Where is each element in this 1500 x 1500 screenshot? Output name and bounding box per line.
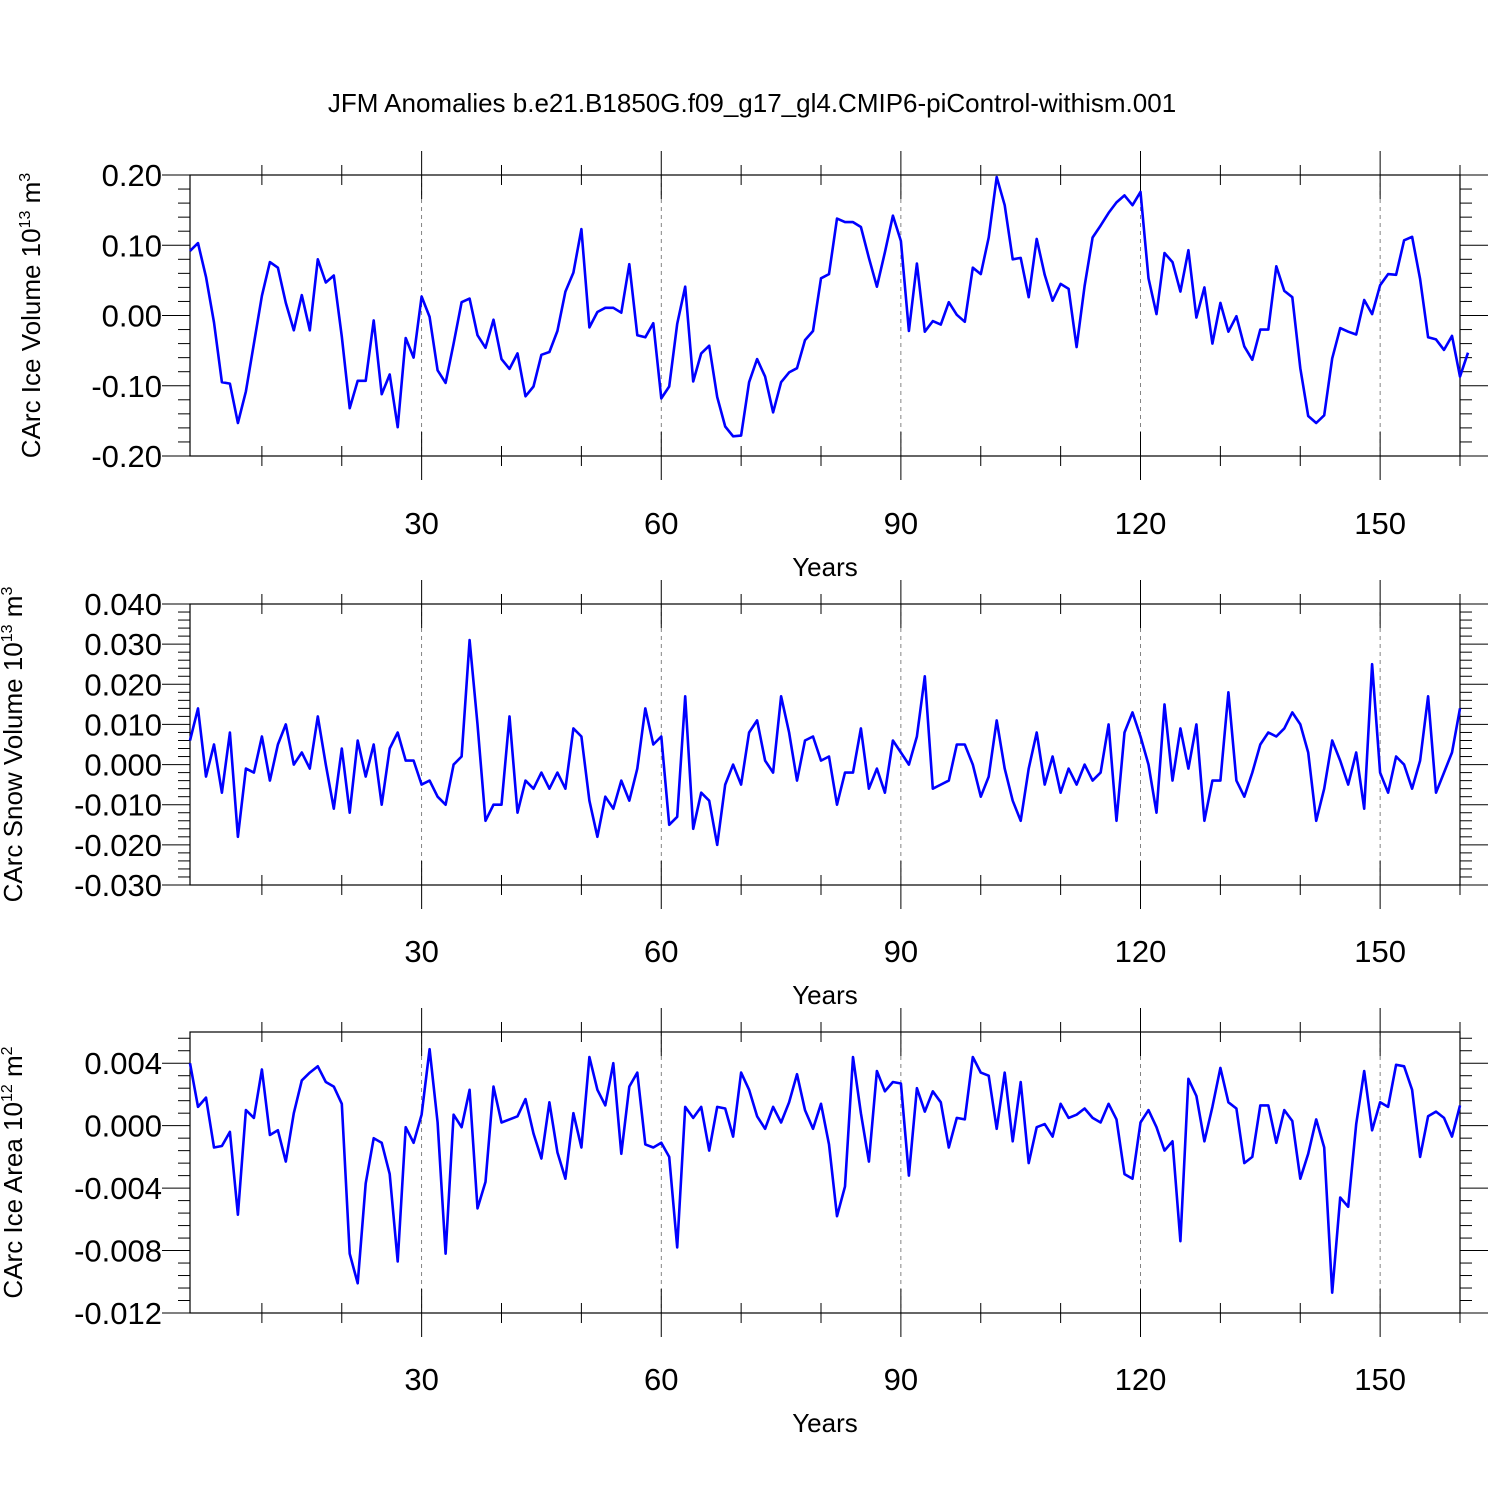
series-line [188,638,1462,847]
x-tick-label: 150 [1354,1362,1406,1397]
x-tick-label: 90 [884,506,918,541]
x-axis-label: Years [792,552,858,582]
y-axis-label: CArc Ice Area 1012 m2 [0,1046,28,1298]
x-tick-label: 30 [404,934,438,969]
y-tick-label: -0.008 [74,1234,162,1269]
x-tick-label: 30 [404,506,438,541]
y-tick-label: 0.040 [84,587,162,622]
y-tick-label: -0.030 [74,868,162,903]
y-tick-label: 0.10 [102,228,162,263]
y-tick-label: 0.20 [102,158,162,193]
y-tick-label: 0.000 [84,748,162,783]
y-tick-label: -0.012 [74,1296,162,1331]
y-tick-label: 0.000 [84,1109,162,1144]
panel-2: 30 60 90 120 150 -0.030 -0.020 -0.010 0.000 0.010… [0,580,1488,1010]
x-tick-label: 120 [1115,506,1167,541]
y-tick-label: -0.020 [74,828,162,863]
y-tick-label: -0.010 [74,788,162,823]
x-tick-label: 90 [884,1362,918,1397]
y-tick-label: -0.004 [74,1171,162,1206]
panel-1: 30 60 90 120 150 -0.20 -0.10 0.00 0.10 0.20 Years C… [16,151,1488,582]
plot-frame [189,603,1461,886]
x-axis-label: Years [792,1408,858,1438]
chart-title: JFM Anomalies b.e21.B1850G.f09_g17_gl4.C… [328,88,1176,118]
y-tick-label: -0.10 [91,369,162,404]
x-axis-label: Years [792,980,858,1010]
x-tick-label: 60 [644,934,678,969]
panel-3: 30 60 90 120 150 -0.012 -0.008 -0.004 0.000 0.004… [0,1008,1488,1438]
plot-frame [189,174,1461,457]
x-tick-label: 150 [1354,506,1406,541]
y-tick-label: -0.20 [91,439,162,474]
y-tick-label: 0.004 [84,1046,162,1081]
x-tick-label: 120 [1115,1362,1167,1397]
series-line [189,175,1470,438]
x-tick-label: 150 [1354,934,1406,969]
y-tick-label: 0.020 [84,667,162,702]
x-tick-label: 90 [884,934,918,969]
x-tick-label: 120 [1115,934,1167,969]
x-tick-label: 60 [644,1362,678,1397]
x-tick-label: 60 [644,506,678,541]
y-tick-label: 0.030 [84,627,162,662]
plot-frame [189,1031,1461,1314]
y-tick-label: 0.010 [84,707,162,742]
y-tick-label: 0.00 [102,299,162,334]
y-axis-label: CArc Ice Volume 1013 m3 [16,173,46,458]
y-axis-label: CArc Snow Volume 1013 m3 [0,587,28,903]
series-line [188,1047,1462,1294]
x-tick-label: 30 [404,1362,438,1397]
